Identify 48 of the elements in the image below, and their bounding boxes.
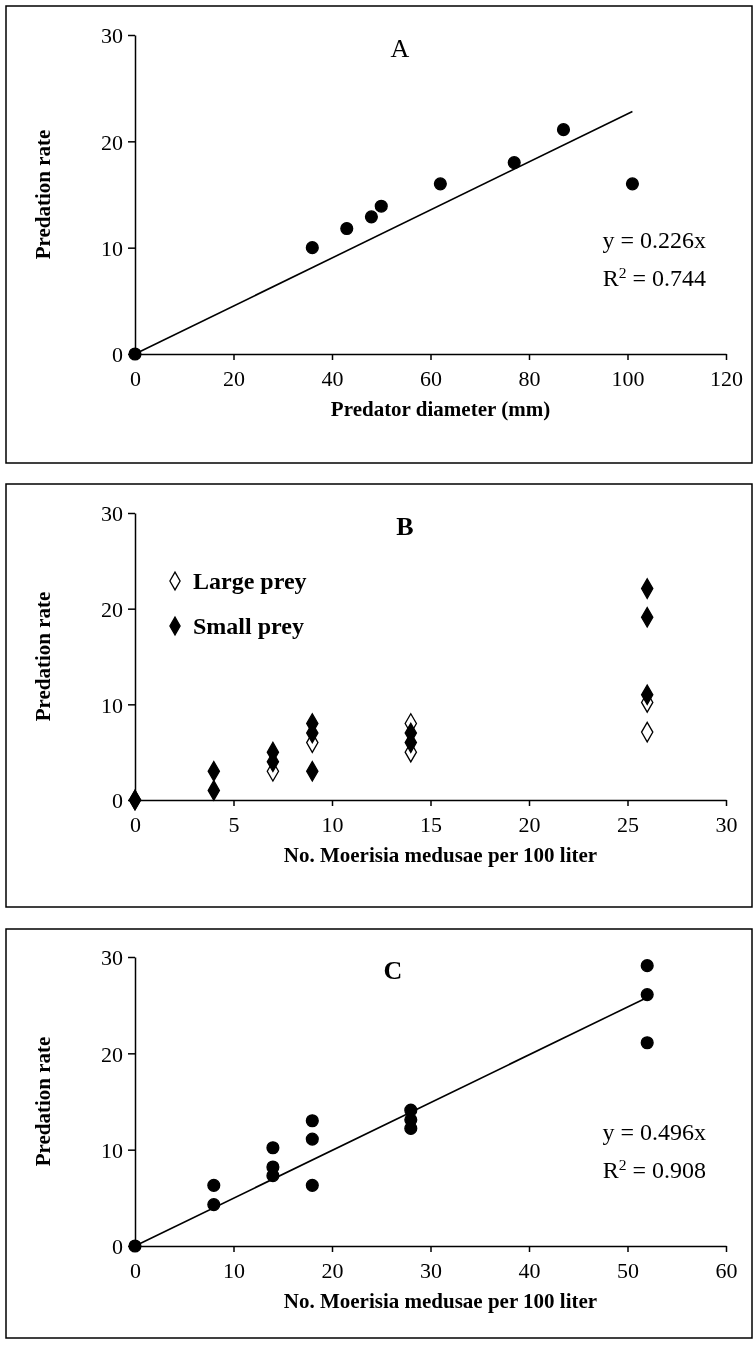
chart-title: B xyxy=(396,512,414,541)
legend-label: Large prey xyxy=(193,568,307,595)
x-tick-label: 5 xyxy=(228,812,240,838)
x-tick-label: 60 xyxy=(420,366,442,392)
x-tick-label: 40 xyxy=(518,1258,541,1284)
y-tick-label: 0 xyxy=(112,788,123,814)
x-tick-label: 10 xyxy=(223,1258,245,1284)
x-tick-label: 30 xyxy=(420,1258,442,1284)
x-tick-label: 20 xyxy=(518,812,541,838)
x-tick-label: 20 xyxy=(321,1258,344,1284)
annotation: R$^{2}$ = 0.908 xyxy=(602,1155,706,1183)
x-axis-title: Predator diameter (mm) xyxy=(330,397,551,421)
x-tick-label: 120 xyxy=(710,366,743,392)
y-tick-label: 30 xyxy=(101,23,123,49)
y-axis-title: Predation rate xyxy=(31,129,55,260)
x-tick-label: 40 xyxy=(321,366,344,392)
annotation: y = 0.226x xyxy=(602,227,706,253)
x-tick-label: 30 xyxy=(715,812,738,838)
x-tick-label: 0 xyxy=(130,1258,141,1284)
x-tick-label: 20 xyxy=(223,366,245,392)
x-tick-label: 0 xyxy=(130,812,141,838)
x-tick-label: 25 xyxy=(617,812,639,838)
x-tick-label: 60 xyxy=(715,1258,738,1284)
x-axis-title: No. Moerisia medusae per 100 liter xyxy=(283,1289,598,1313)
y-tick-label: 10 xyxy=(101,1137,123,1163)
annotation: R$^{2}$ = 0.744 xyxy=(602,263,706,291)
y-tick-label: 30 xyxy=(101,501,123,527)
legend-label: Small prey xyxy=(193,613,304,640)
y-axis-title: Predation rate xyxy=(31,1036,55,1167)
x-tick-label: 80 xyxy=(518,366,541,392)
annotation: y = 0.496x xyxy=(602,1119,706,1145)
y-tick-label: 20 xyxy=(101,129,123,155)
y-tick-label: 20 xyxy=(101,596,123,622)
y-tick-label: 10 xyxy=(101,235,123,261)
x-tick-label: 100 xyxy=(611,366,645,392)
y-tick-label: 10 xyxy=(101,692,123,718)
y-tick-label: 0 xyxy=(112,342,123,368)
y-tick-label: 20 xyxy=(101,1041,123,1067)
x-tick-label: 15 xyxy=(420,812,442,838)
x-tick-label: 10 xyxy=(321,812,344,838)
y-tick-label: 0 xyxy=(112,1234,123,1260)
y-tick-label: 30 xyxy=(101,945,123,971)
x-tick-label: 0 xyxy=(130,366,141,392)
x-tick-label: 50 xyxy=(617,1258,639,1284)
x-axis-title: No. Moerisia medusae per 100 liter xyxy=(283,843,598,867)
y-axis-title: Predation rate xyxy=(31,591,55,722)
chart-title: A xyxy=(390,34,410,63)
chart-title: C xyxy=(383,956,403,985)
